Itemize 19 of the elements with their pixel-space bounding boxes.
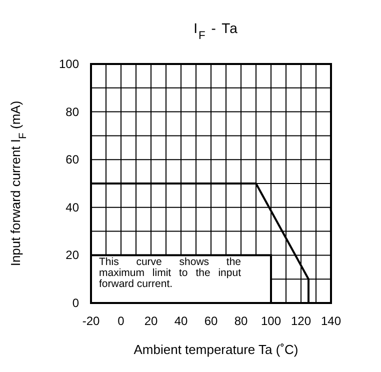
x-tick-label: 20 [144,314,158,328]
x-tick-label: 0 [118,314,125,328]
note-box: This curve shows the maximum limit to the input forward current. [90,254,272,304]
x-tick-label: 100 [260,314,282,328]
y-tick-label: 80 [66,104,80,119]
x-tick-label: 120 [290,314,312,328]
x-tick-label: 80 [234,314,248,328]
y-tick-label: 60 [66,152,80,167]
y-tick-label: 100 [58,57,80,71]
y-tick-label: 20 [66,248,80,262]
x-tick-label: 40 [174,314,188,328]
chart-title: I$_{F}$ - Ta [194,20,238,42]
x-tick-label: -20 [82,314,100,328]
x-tick-label: 60 [204,314,218,328]
annotation: This curve shows the maximum limit to the input forward current. [99,256,242,290]
y-tick-label: 40 [66,200,80,214]
x-tick-label: 140 [320,314,342,328]
x-axis-title: Ambient temperature Ta (˚C) [134,342,298,357]
y-tick-label: 0 [72,296,80,310]
